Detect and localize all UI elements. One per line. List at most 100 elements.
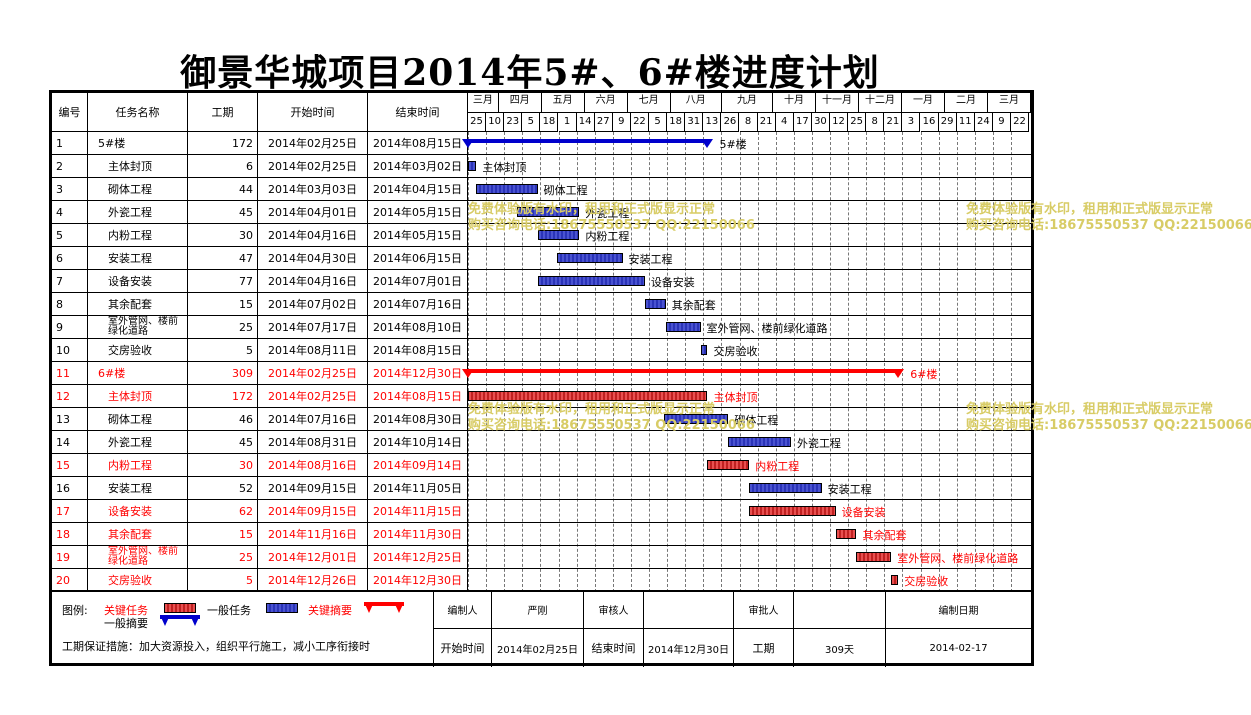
bar-label: 6#楼	[910, 368, 938, 381]
task-name-cell: 内粉工程	[88, 454, 188, 477]
task-end-cell: 2014年05月15日	[368, 224, 468, 247]
grid-line	[649, 132, 650, 592]
task-bar[interactable]	[557, 253, 623, 263]
task-end-cell: 2014年09月14日	[368, 454, 468, 477]
day-tick: 5	[522, 113, 541, 132]
grid-line	[685, 132, 687, 592]
gantt-row	[468, 224, 1031, 247]
summary-bar[interactable]	[468, 369, 899, 373]
grid-line	[558, 132, 560, 592]
bar-label: 室外管网、楼前绿化道路	[897, 552, 1019, 565]
task-id-cell: 3	[52, 178, 88, 201]
day-tick: 16	[920, 113, 939, 132]
task-dur-cell: 15	[188, 523, 258, 546]
task-id-cell: 8	[52, 293, 88, 316]
task-name-cell: 外瓷工程	[88, 431, 188, 454]
day-tick: 24	[974, 113, 993, 132]
task-name-cell: 安装工程	[88, 247, 188, 270]
task-id-cell: 2	[52, 155, 88, 178]
approver-label: 审批人	[734, 591, 794, 629]
task-bar[interactable]	[516, 207, 580, 217]
month-header: 十一月	[816, 93, 860, 113]
task-bar[interactable]	[700, 345, 708, 355]
summary-marker	[701, 139, 714, 148]
bar-label: 交房验收	[713, 345, 758, 358]
task-dur-cell: 77	[188, 270, 258, 293]
month-header: 七月	[627, 93, 671, 113]
task-name-cell: 砌体工程	[88, 408, 188, 431]
gantt-row	[468, 362, 1031, 385]
task-end-cell: 2014年12月25日	[368, 546, 468, 569]
task-bar[interactable]	[749, 483, 822, 493]
task-start-cell: 2014年02月25日	[258, 385, 368, 408]
task-bar[interactable]	[537, 230, 580, 240]
month-header: 四月	[498, 93, 542, 113]
task-bar[interactable]	[835, 529, 857, 539]
task-bar[interactable]	[728, 437, 791, 447]
task-start-cell: 2014年08月11日	[258, 339, 368, 362]
task-bar[interactable]	[891, 575, 899, 585]
task-start-cell: 2014年07月02日	[258, 293, 368, 316]
watermark-1: 免费体验版有水印，租用和正式版显示正常 购买咨询电话:18675550537 QQ…	[468, 202, 755, 233]
grid-line	[830, 132, 831, 592]
day-tick: 18	[540, 113, 559, 132]
task-start-cell: 2014年07月17日	[258, 316, 368, 339]
task-dur-cell: 62	[188, 500, 258, 523]
watermark-3: 免费体验版有水印，租用和正式版显示正常 购买咨询电话:18675550537 QQ…	[468, 402, 755, 433]
watermark-2: 免费体验版有水印，租用和正式版显示正常 购买咨询电话:18675550537 QQ…	[966, 202, 1251, 233]
legend-normal-summary: 一般摘要	[104, 617, 148, 630]
day-tick: 3	[902, 113, 921, 132]
task-bar[interactable]	[468, 161, 477, 171]
grid-line	[1011, 132, 1012, 592]
footer: 图例: 关键任务 一般任务 关键摘要 一般摘要 工期保证措施：加大资源投入，组织…	[52, 590, 1031, 667]
task-end-cell: 2014年10月14日	[368, 431, 468, 454]
bar-label: 交房验收	[904, 575, 949, 588]
task-start-cell: 2014年04月16日	[258, 270, 368, 293]
legend-critical-summary: 关键摘要	[308, 604, 352, 617]
task-end-cell: 2014年08月15日	[368, 339, 468, 362]
task-name-cell: 外瓷工程	[88, 201, 188, 224]
day-tick: 4	[775, 113, 794, 132]
task-bar[interactable]	[856, 552, 892, 562]
task-dur-cell: 45	[188, 201, 258, 224]
legend-normal-task-swatch	[266, 603, 298, 613]
day-tick: 22	[1011, 113, 1030, 132]
task-dur-cell: 172	[188, 132, 258, 155]
task-bar[interactable]	[707, 460, 750, 470]
task-dur-cell: 44	[188, 178, 258, 201]
task-start-cell: 2014年12月26日	[258, 569, 368, 592]
grid-line	[594, 132, 596, 592]
bar-label: 内粉工程	[585, 230, 630, 243]
day-tick: 25	[848, 113, 867, 132]
task-bar[interactable]	[476, 184, 538, 194]
gantt-row	[468, 569, 1031, 592]
task-start-cell: 2014年02月25日	[258, 362, 368, 385]
task-dur-cell: 25	[188, 316, 258, 339]
grid-line	[630, 132, 632, 592]
gantt-row	[468, 339, 1031, 362]
grid-line	[848, 132, 850, 592]
summary-bar[interactable]	[468, 139, 708, 143]
task-bar[interactable]	[749, 506, 836, 516]
task-bar[interactable]	[537, 276, 645, 286]
grid-line	[884, 132, 886, 592]
task-id-cell: 17	[52, 500, 88, 523]
task-end-cell: 2014年12月30日	[368, 569, 468, 592]
task-bar[interactable]	[665, 322, 701, 332]
task-id-cell: 1	[52, 132, 88, 155]
gantt-row	[468, 431, 1031, 454]
task-bar[interactable]	[664, 414, 729, 424]
grid-line	[793, 132, 795, 592]
task-name-cell: 室外管网、楼前绿化道路	[88, 546, 188, 569]
task-end-cell: 2014年07月01日	[368, 270, 468, 293]
bar-label: 砌体工程	[734, 414, 779, 427]
task-bar[interactable]	[644, 299, 666, 309]
task-id-cell: 14	[52, 431, 88, 454]
gantt-row	[468, 477, 1031, 500]
end-value: 2014年12月30日	[644, 629, 734, 667]
task-id-cell: 11	[52, 362, 88, 385]
task-dur-cell: 5	[188, 339, 258, 362]
task-start-cell: 2014年12月01日	[258, 546, 368, 569]
grid-line	[576, 132, 578, 592]
task-bar[interactable]	[468, 391, 708, 401]
